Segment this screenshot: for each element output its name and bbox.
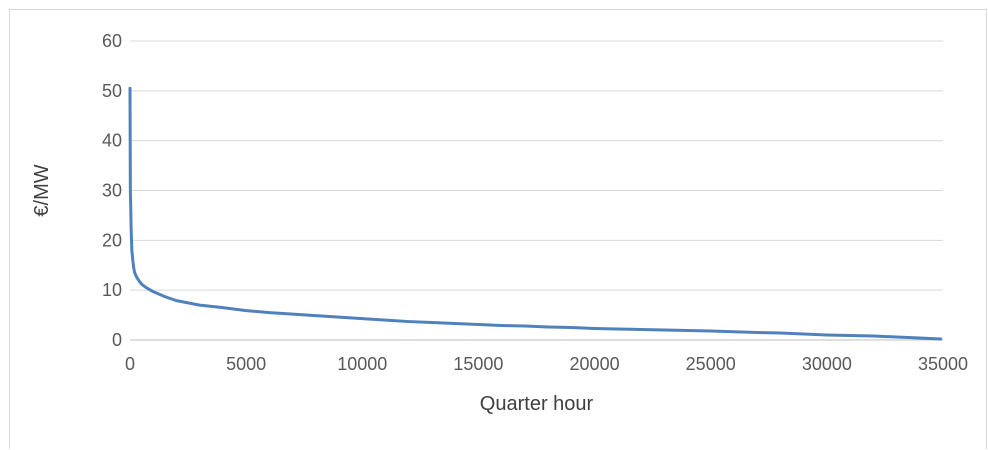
y-axis-tick-labels: 0 10 20 30 40 50 60 bbox=[102, 31, 122, 350]
chart-frame: 0 10 20 30 40 50 60 0 5000 10000 15000 20000 25000 3… bbox=[9, 9, 987, 449]
series-line bbox=[128, 86, 943, 341]
x-tick-label: 15000 bbox=[453, 354, 503, 374]
gridlines bbox=[130, 40, 943, 341]
x-tick-label: 35000 bbox=[918, 354, 968, 374]
x-tick-label: 25000 bbox=[686, 354, 736, 374]
x-tick-label: 10000 bbox=[337, 354, 387, 374]
x-axis-title: Quarter hour bbox=[480, 393, 594, 415]
x-tick-label: 5000 bbox=[226, 354, 266, 374]
x-axis-tick-labels: 0 5000 10000 15000 20000 25000 30000 35000 bbox=[125, 354, 968, 374]
y-tick-label: 10 bbox=[102, 280, 122, 300]
x-tick-label: 20000 bbox=[570, 354, 620, 374]
y-tick-label: 50 bbox=[102, 81, 122, 101]
y-tick-label: 60 bbox=[102, 31, 122, 51]
y-tick-label: 40 bbox=[102, 131, 122, 151]
y-tick-label: 20 bbox=[102, 230, 122, 250]
y-tick-label: 30 bbox=[102, 181, 122, 201]
x-tick-label: 0 bbox=[125, 354, 135, 374]
x-tick-label: 30000 bbox=[802, 354, 852, 374]
y-axis-title: €/MW bbox=[31, 164, 53, 216]
line-chart: 0 10 20 30 40 50 60 0 5000 10000 15000 20000 25000 3… bbox=[31, 31, 968, 415]
series-group bbox=[128, 86, 943, 341]
y-tick-label: 0 bbox=[112, 330, 122, 350]
